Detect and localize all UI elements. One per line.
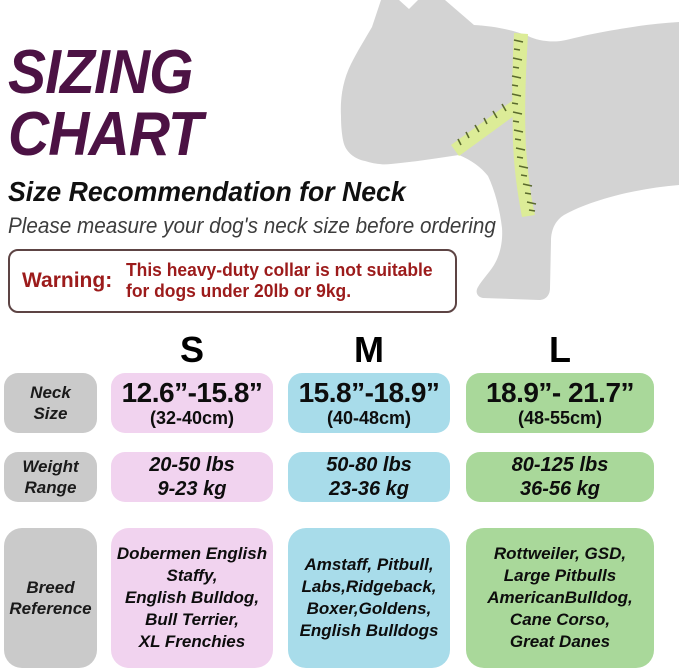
- measuring-tape-branch: [451, 101, 518, 156]
- column-header-m: M: [354, 329, 384, 370]
- neck-size-m-cm: (40-48cm): [326, 408, 412, 428]
- row-label-weight-range: Weight Range: [4, 452, 97, 502]
- row-label-breed-reference: Breed Reference: [4, 528, 97, 668]
- neck-size-s-cm: (32-40cm): [149, 408, 235, 428]
- cell-weight-range-s: 20-50 lbs 9-23 kg: [111, 452, 273, 502]
- warning-box: Warning: This heavy-duty collar is not s…: [8, 249, 457, 313]
- tape-tick-marks: [457, 39, 537, 212]
- column-header-l: L: [549, 329, 571, 370]
- row-label-neck-size: Neck Size: [4, 373, 97, 433]
- dog-silhouette-illustration: [340, 0, 679, 300]
- page-title: SIZING CHART: [8, 38, 203, 169]
- cell-neck-size-m: 15.8”-18.9” (40-48cm): [288, 373, 450, 433]
- subtitle: Size Recommendation for Neck: [8, 176, 406, 207]
- cell-neck-size-s: 12.6”-15.8” (32-40cm): [111, 373, 273, 433]
- cell-weight-range-m: 50-80 lbs 23-36 kg: [288, 452, 450, 502]
- column-header-s: S: [179, 329, 204, 370]
- cell-breed-reference-s: Dobermen English Staffy, English Bulldog…: [111, 528, 273, 668]
- page-title-line1: SIZING: [8, 38, 194, 107]
- cell-breed-reference-l: Rottweiler, GSD, Large Pitbulls American…: [466, 528, 654, 668]
- dog-body: [340, 0, 679, 300]
- cell-breed-reference-m: Amstaff, Pitbull, Labs,Ridgeback, Boxer,…: [288, 528, 450, 668]
- warning-label: Warning:: [22, 269, 113, 292]
- neck-size-l-cm: (48-55cm): [517, 408, 603, 428]
- measuring-tape-icon: [512, 33, 535, 217]
- cell-weight-range-l: 80-125 lbs 36-56 kg: [466, 452, 654, 502]
- measure-note: Please measure your dog's neck size befo…: [8, 213, 496, 238]
- neck-size-l-inches: 18.9”- 21.7”: [485, 377, 635, 408]
- page-title-line2: CHART: [8, 100, 203, 169]
- neck-size-s-inches: 12.6”-15.8”: [121, 377, 263, 408]
- neck-size-m-inches: 15.8”-18.9”: [298, 377, 440, 408]
- cell-neck-size-l: 18.9”- 21.7” (48-55cm): [466, 373, 654, 433]
- warning-message: This heavy-duty collar is not suitable f…: [126, 260, 433, 301]
